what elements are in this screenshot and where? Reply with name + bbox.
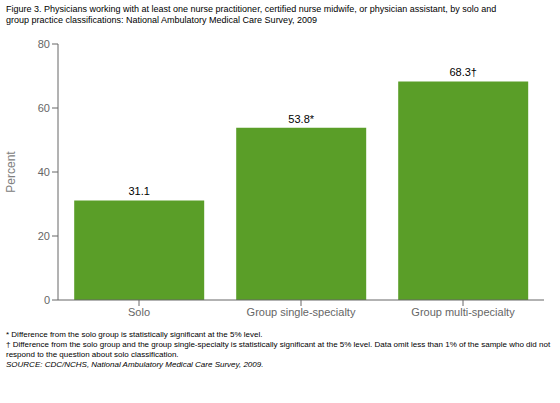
svg-text:Group multi-specialty: Group multi-specialty [411, 306, 515, 318]
html-text:SOURCE: CDC/NCHS, National Amb: SOURCE: CDC/NCHS, National Ambulatory Me… [6, 360, 264, 369]
svg-text:20: 20 [38, 230, 50, 242]
svg-text:0: 0 [44, 294, 50, 306]
svg-text:60: 60 [38, 102, 50, 114]
svg-text:Group single-specialty: Group single-specialty [247, 306, 356, 318]
html-text:group practice classifications: group practice classifications: National… [6, 15, 317, 25]
svg-text:40: 40 [38, 166, 50, 178]
html-text:† Difference from the solo gro: † Difference from the solo group and the… [6, 340, 551, 349]
svg-text:Percent: Percent [8, 151, 18, 193]
svg-text:68.3†: 68.3† [449, 66, 477, 78]
html-text:* Difference from the solo gro: * Difference from the solo group is stat… [6, 330, 263, 339]
html-text:respond to the question about: respond to the question about solo class… [6, 350, 179, 359]
html-text:Figure 3. Physicians working w: Figure 3. Physicians working with at lea… [6, 4, 497, 14]
svg-text:80: 80 [38, 38, 50, 50]
svg-text:Solo: Solo [128, 306, 150, 318]
svg-text:53.8*: 53.8* [288, 113, 314, 125]
svg-text:31.1: 31.1 [128, 185, 149, 197]
